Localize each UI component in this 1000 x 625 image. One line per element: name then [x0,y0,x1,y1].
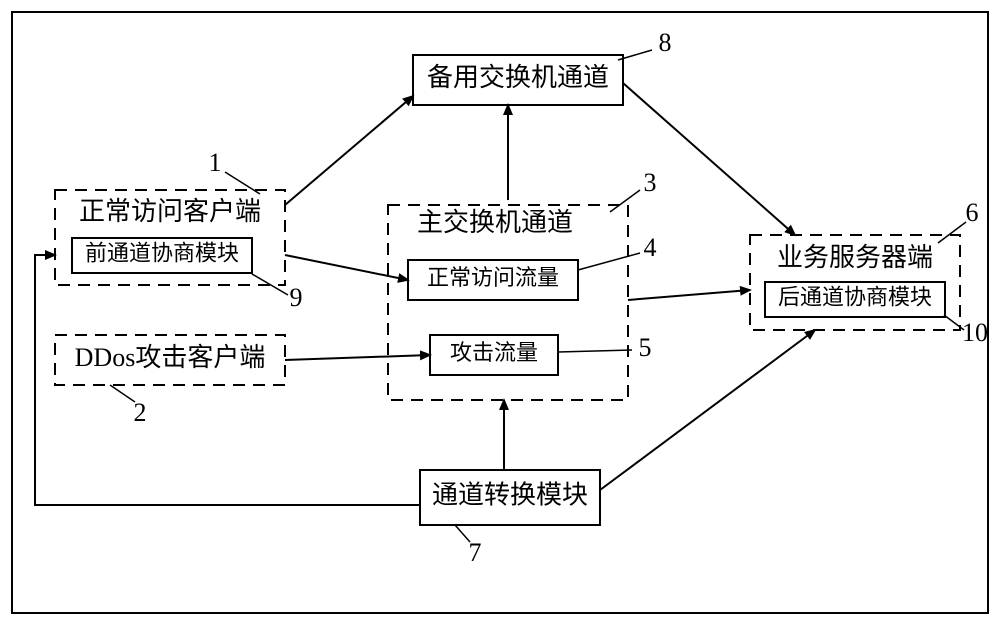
arrow-0 [285,96,413,205]
svg-text:攻击流量: 攻击流量 [450,340,538,365]
svg-text:业务服务器端: 业务服务器端 [777,243,933,272]
svg-text:正常访问流量: 正常访问流量 [427,265,559,290]
arrow-7 [600,330,815,490]
svg-text:前通道协商模块: 前通道协商模块 [85,241,239,266]
svg-text:3: 3 [644,168,657,197]
svg-text:主交换机通道: 主交换机通道 [417,208,573,237]
arrow-8 [35,255,420,505]
arrow-2 [623,83,795,235]
arrow-3 [285,255,408,280]
arrow-5 [628,290,750,300]
svg-text:5: 5 [639,333,652,362]
arrow-4 [285,355,430,360]
svg-text:7: 7 [469,538,482,567]
svg-text:后通道协商模块: 后通道协商模块 [778,285,932,310]
svg-text:通道转换模块: 通道转换模块 [432,480,588,509]
svg-text:2: 2 [134,398,147,427]
svg-text:10: 10 [962,318,988,347]
svg-text:正常访问客户端: 正常访问客户端 [79,197,261,226]
outer-frame [12,12,988,613]
svg-text:9: 9 [290,283,303,312]
svg-text:备用交换机通道: 备用交换机通道 [427,63,609,92]
svg-text:DDos攻击客户端: DDos攻击客户端 [75,343,266,372]
svg-text:1: 1 [209,148,222,177]
svg-text:6: 6 [966,198,979,227]
svg-text:4: 4 [644,233,657,262]
svg-text:8: 8 [659,28,672,57]
